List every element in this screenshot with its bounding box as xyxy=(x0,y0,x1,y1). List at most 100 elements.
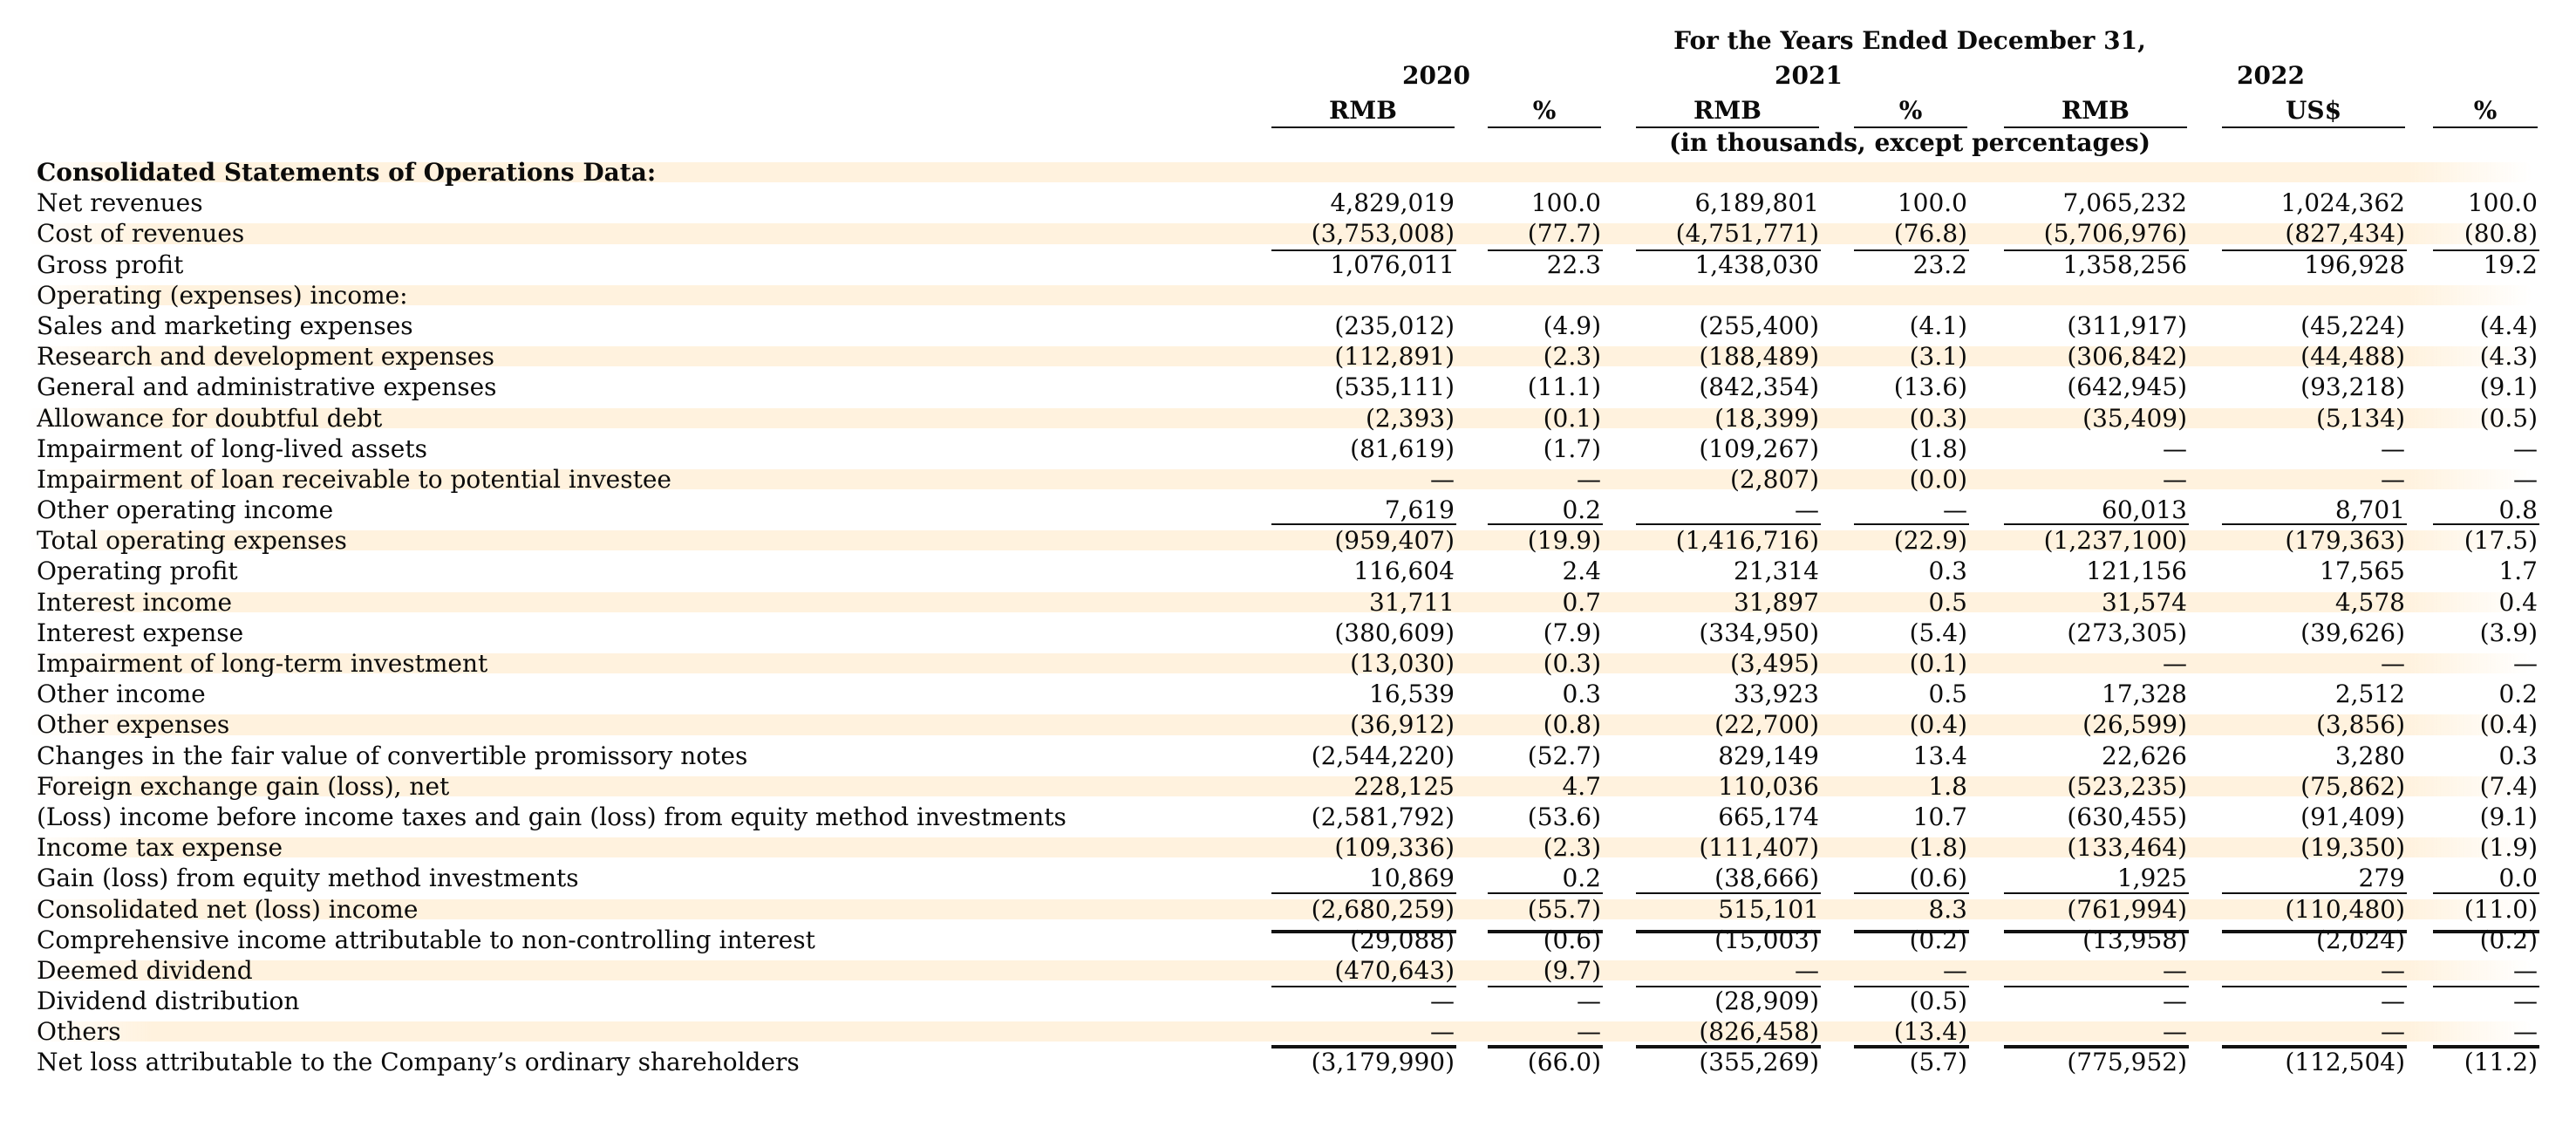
value-2020-percent: 4.7 xyxy=(1562,771,1601,801)
value-2020-rmb: (959,407) xyxy=(1271,523,1456,556)
col-2020-percent: % xyxy=(1532,96,1557,125)
header-subtitle: (in thousands, except percentages) xyxy=(1669,128,2150,157)
row-label: Comprehensive income attributable to non… xyxy=(37,925,815,954)
value-2021-percent: 8.3 xyxy=(1854,891,1969,925)
table-row: Allowance for doubtful debt (2,393) (0.1… xyxy=(0,403,2576,434)
value-2022-rmb: (13,958) xyxy=(2082,925,2187,954)
statement-table: Consolidated Statements of Operations Da… xyxy=(0,157,2576,1078)
table-row: Gain (loss) from equity method investmen… xyxy=(0,863,2576,893)
value-2022-usd: (19,350) xyxy=(2300,833,2405,863)
value-2020-percent: 22.3 xyxy=(1546,249,1601,279)
value-2022-percent: (1.9) xyxy=(2479,833,2538,863)
value-2022-percent: 0.2 xyxy=(2498,680,2538,709)
value-2020-percent: (4.9) xyxy=(1543,311,1601,340)
value-2022-usd: 2,512 xyxy=(2334,680,2405,709)
value-2020-rmb: (470,643) xyxy=(1271,955,1456,988)
table-row: General and administrative expenses (535… xyxy=(0,372,2576,402)
value-2021-rmb: (2,807) xyxy=(1729,464,1819,494)
table-row: Consolidated Statements of Operations Da… xyxy=(0,157,2576,188)
row-label: Total operating expenses xyxy=(37,526,347,556)
value-2020-rmb: (36,912) xyxy=(1350,710,1455,740)
year-2020: 2020 xyxy=(1402,61,1470,90)
row-label: Consolidated Statements of Operations Da… xyxy=(37,158,657,187)
table-row: Sales and marketing expenses (235,012) (… xyxy=(0,311,2576,341)
value-2022-usd: — xyxy=(2381,987,2405,1016)
value-2021-rmb: (188,489) xyxy=(1699,342,1819,372)
value-2022-percent: 0.0 xyxy=(2498,864,2538,893)
value-2021-rmb: (28,909) xyxy=(1714,987,1819,1016)
value-2020-percent: 0.2 xyxy=(1562,495,1601,525)
value-2021-percent: 13.4 xyxy=(1912,741,1967,770)
table-row: Total operating expenses (959,407) (19.9… xyxy=(0,523,2576,556)
row-label: Operating profit xyxy=(37,557,238,586)
table-row: Operating (expenses) income: xyxy=(0,280,2576,311)
value-2020-percent: (9.7) xyxy=(1488,955,1603,988)
row-label: Interest expense xyxy=(37,618,244,647)
value-2021-percent: — xyxy=(1854,955,1969,988)
value-2022-rmb: (761,994) xyxy=(2004,891,2189,925)
value-2022-rmb: 17,328 xyxy=(2102,680,2187,709)
value-2020-rmb: (380,609) xyxy=(1334,618,1455,647)
col-2022-rmb: RMB xyxy=(2061,96,2130,125)
value-2022-percent: 0.3 xyxy=(2498,741,2538,770)
value-2021-percent: 0.5 xyxy=(1928,587,1967,617)
value-2022-rmb: — xyxy=(2004,955,2189,988)
value-2021-rmb: 515,101 xyxy=(1636,891,1821,925)
table-row: Impairment of loan receivable to potenti… xyxy=(0,464,2576,495)
value-2020-percent: 2.4 xyxy=(1562,557,1601,586)
value-2020-percent: (2.3) xyxy=(1543,342,1601,372)
value-2022-rmb: (630,455) xyxy=(2067,802,2187,831)
value-2020-percent: 100.0 xyxy=(1530,188,1601,218)
row-label: Net loss attributable to the Company’s o… xyxy=(37,1048,800,1077)
col-2022-percent: % xyxy=(2473,96,2498,125)
row-label: Consolidated net (loss) income xyxy=(37,894,419,924)
value-2020-percent: 0.2 xyxy=(1562,864,1601,893)
value-2020-percent: 0.3 xyxy=(1562,680,1601,709)
value-2020-rmb: 16,539 xyxy=(1369,680,1455,709)
value-2022-usd: — xyxy=(2222,955,2407,988)
header-rule xyxy=(2222,126,2405,128)
value-2022-usd: — xyxy=(2381,434,2405,463)
value-2021-rmb: (334,950) xyxy=(1699,618,1819,647)
row-label: General and administrative expenses xyxy=(37,372,497,402)
value-2021-rmb: — xyxy=(1636,955,1821,988)
value-2022-usd: (110,480) xyxy=(2222,891,2407,925)
value-2022-usd: (112,504) xyxy=(2222,1045,2407,1077)
value-2021-rmb: 6,189,801 xyxy=(1694,188,1819,218)
value-2022-percent: 19.2 xyxy=(2483,249,2538,279)
value-2021-rmb: 110,036 xyxy=(1718,771,1819,801)
value-2022-rmb: (1,237,100) xyxy=(2004,523,2189,556)
row-label: Income tax expense xyxy=(37,833,283,863)
value-2020-rmb: — xyxy=(1271,1016,1456,1049)
row-label: Cost of revenues xyxy=(37,219,245,249)
value-2022-rmb: (523,235) xyxy=(2067,771,2187,801)
table-row: Gross profit 1,076,011 22.3 1,438,030 23… xyxy=(0,249,2576,280)
value-2020-rmb: 31,711 xyxy=(1369,587,1455,617)
value-2021-rmb: 1,438,030 xyxy=(1694,249,1819,279)
value-2020-percent: (7.9) xyxy=(1543,618,1601,647)
value-2022-rmb: — xyxy=(2163,464,2187,494)
value-2021-percent: 1.8 xyxy=(1928,771,1967,801)
row-label: Operating (expenses) income: xyxy=(37,280,408,310)
row-label: Other expenses xyxy=(37,710,230,740)
value-2022-usd: 4,578 xyxy=(2334,587,2405,617)
value-2022-usd: 8,701 xyxy=(2334,495,2405,525)
value-2021-rmb: (18,399) xyxy=(1714,403,1819,433)
value-2020-percent: (19.9) xyxy=(1488,523,1603,556)
value-2021-percent: (1.8) xyxy=(1909,434,1967,463)
value-2022-percent: (9.1) xyxy=(2479,802,2538,831)
value-2022-rmb: 22,626 xyxy=(2102,741,2187,770)
value-2022-rmb: (273,305) xyxy=(2067,618,2187,647)
value-2022-percent: (4.4) xyxy=(2479,311,2538,340)
header-rule xyxy=(1488,126,1601,128)
value-2021-rmb: (1,416,716) xyxy=(1636,523,1821,556)
table-row: Other expenses (36,912) (0.8) (22,700) (… xyxy=(0,709,2576,740)
table-row: Operating profit 116,604 2.4 21,314 0.3 … xyxy=(0,556,2576,586)
value-2022-percent: (0.4) xyxy=(2479,710,2538,740)
value-2020-rmb: 228,125 xyxy=(1353,771,1455,801)
value-2021-percent: (1.8) xyxy=(1909,833,1967,863)
value-2022-percent: 0.4 xyxy=(2498,587,2538,617)
value-2022-rmb: (26,599) xyxy=(2082,710,2187,740)
table-row: Changes in the fair value of convertible… xyxy=(0,741,2576,771)
